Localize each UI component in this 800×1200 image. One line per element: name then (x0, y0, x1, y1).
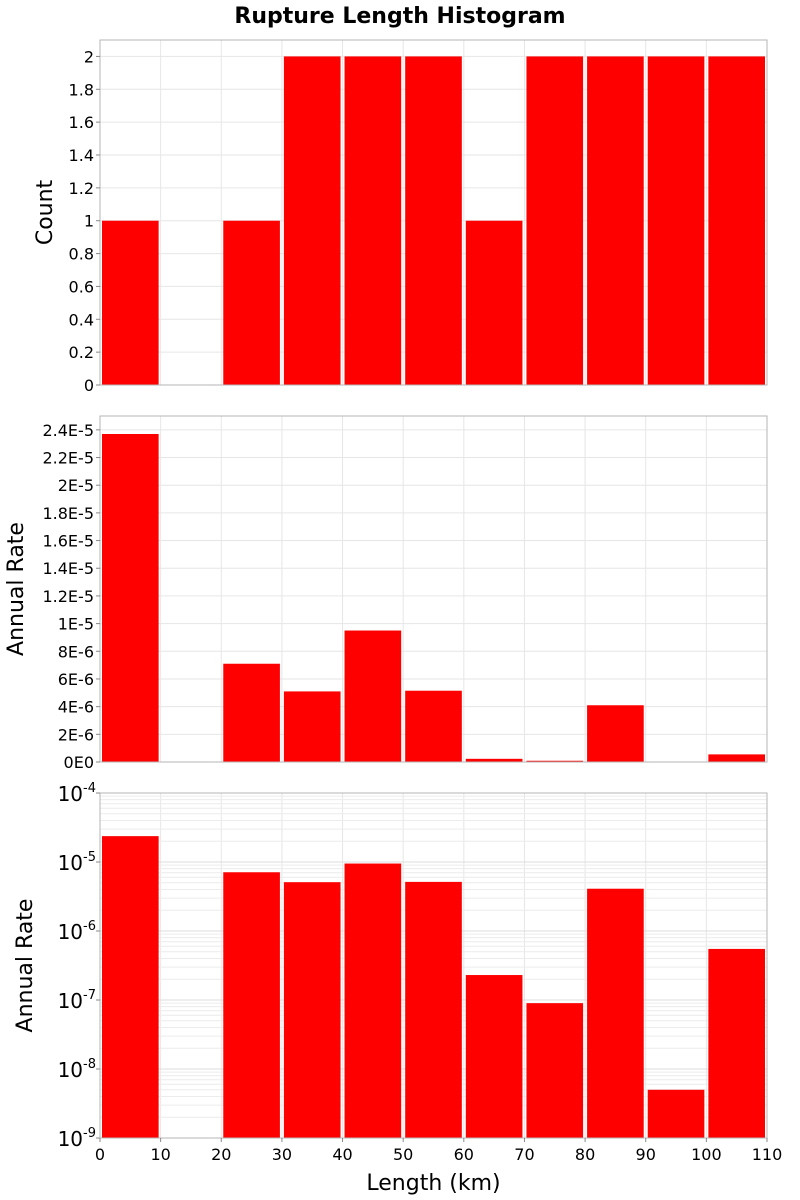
x-tick-label: 20 (211, 1145, 231, 1164)
y-tick-label: 1.6 (69, 113, 94, 132)
bar (405, 56, 462, 386)
x-tick-label: 10 (150, 1145, 170, 1164)
y-tick-label: 1.8E-5 (42, 504, 94, 523)
y-axis: 0 0.2 0.4 0.6 0.8 1 1.2 1.4 1.6 1.8 2 (69, 47, 100, 395)
x-tick-label: 100 (691, 1145, 722, 1164)
bar (405, 690, 462, 762)
y-tick-label: 10-4 (58, 781, 96, 806)
y-tick-label: 2E-6 (58, 725, 94, 744)
y-tick-label: 10-9 (58, 1126, 96, 1151)
y-tick-label: 1E-5 (58, 615, 94, 634)
rate-linear-panel: 0E0 2E-6 4E-6 6E-6 8E-6 1E-5 1.2E-5 1.4E-5 1.6E-… (4, 415, 768, 772)
y-tick-label: 2E-5 (58, 476, 94, 495)
x-tick-label: 60 (454, 1145, 474, 1164)
y-tick-label: 1.8 (69, 80, 94, 99)
x-axis: 0 10 20 30 40 50 60 70 80 90 100 110 (95, 1138, 782, 1164)
bar (526, 1003, 584, 1138)
y-tick-label: 0E0 (64, 753, 94, 772)
x-tick-label: 90 (636, 1145, 656, 1164)
y-tick-label: 0 (84, 376, 94, 395)
y-tick-label: 6E-6 (58, 670, 94, 689)
bar (102, 433, 159, 762)
count-panel: 0 0.2 0.4 0.6 0.8 1 1.2 1.4 1.6 1.8 2 Count (33, 39, 768, 395)
bar (526, 760, 584, 762)
bar (102, 836, 159, 1138)
y-tick-label: 2.4E-5 (42, 421, 94, 440)
plot-frame (99, 792, 768, 1139)
bar (223, 220, 280, 385)
bar (465, 975, 523, 1138)
bar (708, 948, 765, 1138)
plot-frame (99, 39, 768, 386)
bar (587, 888, 644, 1138)
bar (587, 705, 644, 762)
y-tick-label: 0.4 (69, 310, 94, 329)
y-tick-label: 10-5 (58, 850, 96, 875)
bar (465, 220, 523, 385)
bar (405, 881, 462, 1138)
y-tick-label: 8E-6 (58, 642, 94, 661)
y-tick-label: 1.2E-5 (42, 587, 94, 606)
bar (283, 882, 341, 1138)
x-tick-label: 110 (752, 1145, 783, 1164)
y-tick-label: 4E-6 (58, 698, 94, 717)
bar (223, 663, 280, 762)
rate-log-panel: 10-9 10-8 10-7 10-6 10-5 10-4 Annual Rate 0 10 20… (13, 781, 782, 1196)
y-axis-label: Annual Rate (13, 899, 38, 1033)
y-tick-label: 10-8 (58, 1057, 96, 1082)
bar (344, 56, 402, 386)
y-axis-label: Count (33, 179, 58, 245)
bar (223, 872, 280, 1138)
bar (647, 56, 705, 386)
y-tick-label: 1.6E-5 (42, 532, 94, 551)
x-tick-label: 80 (575, 1145, 595, 1164)
chart-title: Rupture Length Histogram (234, 4, 565, 29)
bars (102, 836, 765, 1138)
y-tick-label: 1.4 (69, 146, 94, 165)
bar (526, 56, 584, 386)
y-tick-label: 2.2E-5 (42, 449, 94, 468)
y-tick-label: 2 (84, 47, 94, 66)
bar (344, 863, 402, 1138)
x-tick-label: 40 (332, 1145, 352, 1164)
y-tick-label: 0.6 (69, 277, 94, 296)
bar (708, 754, 765, 762)
bar (102, 220, 159, 385)
x-axis-label: Length (km) (366, 1171, 500, 1196)
y-axis: 10-9 10-8 10-7 10-6 10-5 10-4 (58, 781, 100, 1151)
y-tick-label: 0.2 (69, 343, 94, 362)
bar (587, 56, 644, 386)
bar (283, 56, 341, 386)
y-axis-label: Annual Rate (4, 522, 29, 656)
y-tick-label: 10-7 (58, 988, 96, 1013)
y-tick-label: 1 (84, 212, 94, 231)
y-tick-label: 0.8 (69, 245, 94, 264)
bar (283, 691, 341, 762)
bars (102, 433, 765, 762)
bar (708, 56, 765, 386)
x-tick-label: 0 (95, 1145, 105, 1164)
y-tick-label: 1.4E-5 (42, 559, 94, 578)
x-tick-label: 70 (514, 1145, 534, 1164)
plot-frame (99, 415, 768, 763)
y-tick-label: 10-6 (58, 919, 96, 944)
x-tick-label: 30 (272, 1145, 292, 1164)
y-tick-label: 1.2 (69, 179, 94, 198)
bar (465, 758, 523, 762)
x-tick-label: 50 (393, 1145, 413, 1164)
y-axis: 0E0 2E-6 4E-6 6E-6 8E-6 1E-5 1.2E-5 1.4E-5 1.6E-… (42, 421, 100, 772)
bars (102, 56, 765, 386)
bar (344, 630, 402, 762)
bar (647, 1089, 705, 1138)
